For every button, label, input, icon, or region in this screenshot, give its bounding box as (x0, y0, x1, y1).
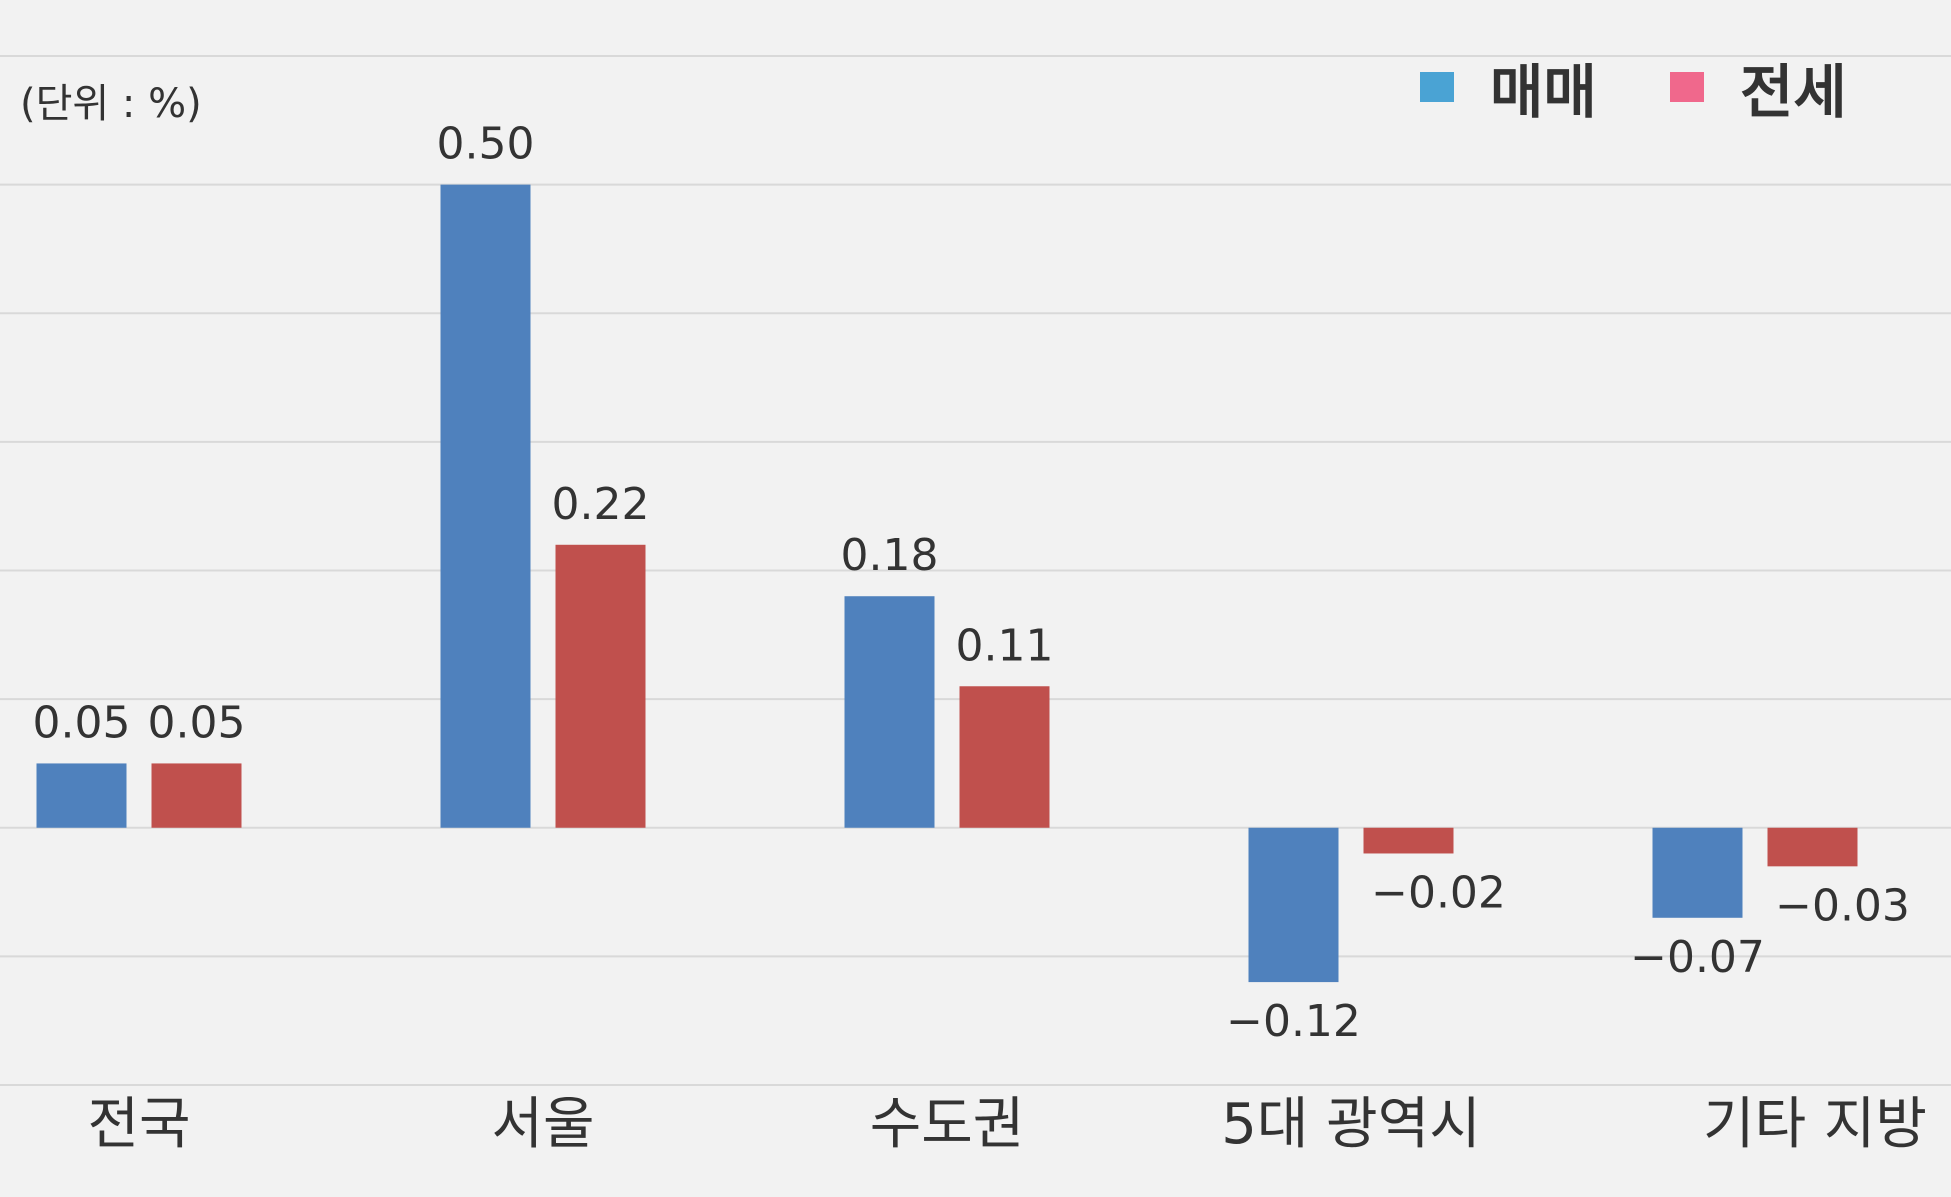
value-label: 0.11 (956, 620, 1054, 671)
x-tick-label: 5대 광역시 (1221, 1092, 1481, 1157)
x-tick-label: 서울 (491, 1092, 594, 1157)
bar (1767, 827, 1858, 867)
value-label: −0.12 (1226, 996, 1361, 1047)
legend-swatch (1420, 72, 1454, 102)
value-label: 0.22 (552, 479, 650, 530)
bar (959, 686, 1050, 828)
value-label: 0.18 (841, 530, 939, 581)
bar (555, 544, 646, 828)
value-label: −0.07 (1630, 932, 1765, 983)
x-tick-label: 전국 (87, 1092, 190, 1157)
bar (36, 763, 127, 828)
x-tick-label: 수도권 (870, 1092, 1025, 1157)
value-label: 0.05 (148, 697, 246, 748)
bar (440, 184, 531, 828)
unit-label: (단위 : %) (20, 81, 202, 127)
bar (1652, 827, 1743, 918)
bar (844, 596, 935, 828)
legend-label: 전세 (1740, 58, 1847, 126)
value-label: −0.02 (1371, 867, 1506, 918)
value-label: −0.03 (1775, 880, 1910, 931)
legend-swatch (1670, 72, 1704, 102)
legend-label: 매매 (1490, 58, 1597, 126)
bar (1363, 827, 1454, 854)
value-label: 0.50 (437, 119, 535, 170)
value-label: 0.05 (33, 697, 131, 748)
x-tick-label: 기타 지방 (1703, 1092, 1927, 1157)
bar (151, 763, 242, 828)
bar (1248, 827, 1339, 983)
